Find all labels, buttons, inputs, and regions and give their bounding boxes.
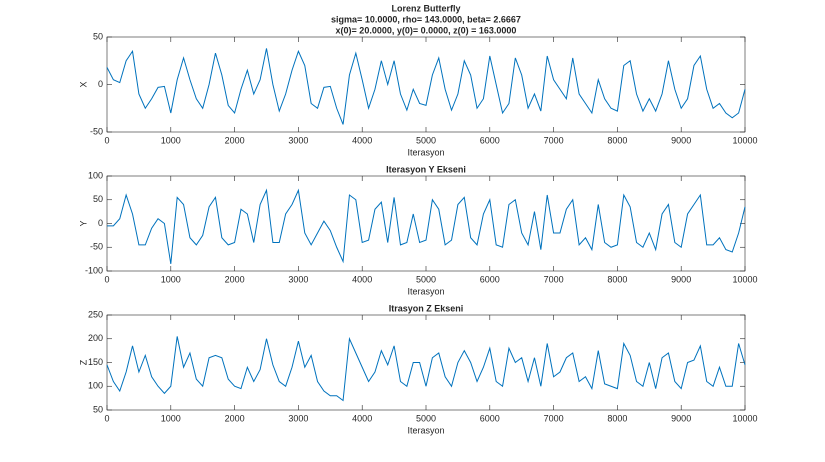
x-axis-label: Iterasyon [407, 425, 444, 435]
y-tick-label: 150 [88, 357, 103, 367]
x-tick-label: 4000 [352, 413, 372, 423]
y-tick-label: 50 [93, 31, 103, 41]
x-tick-label: 2000 [225, 413, 245, 423]
y-tick-label: 200 [88, 333, 103, 343]
plot-area [106, 36, 746, 133]
y-axis-label: Z [78, 359, 88, 365]
x-tick-label: 5000 [416, 135, 436, 145]
y-tick-label: -100 [85, 265, 103, 275]
y-tick-label: -50 [90, 242, 103, 252]
x-tick-label: 6000 [480, 413, 500, 423]
x-tick-label: 6000 [480, 135, 500, 145]
x-tick-label: 1000 [161, 274, 181, 284]
x-tick-label: 9000 [671, 274, 691, 284]
x-tick-label: 4000 [352, 135, 372, 145]
x-tick-label: 3000 [288, 413, 308, 423]
x-tick-label: 0 [104, 135, 109, 145]
x-tick-label: 3000 [288, 274, 308, 284]
plot-area [106, 314, 746, 411]
x-tick-label: 0 [104, 413, 109, 423]
y-tick-label: 50 [93, 404, 103, 414]
y-tick-label: 0 [98, 79, 103, 89]
x-tick-label: 0 [104, 274, 109, 284]
y-tick-label: -50 [90, 126, 103, 136]
x-tick-label: 9000 [671, 135, 691, 145]
chart-subtitle: x(0)= 20.0000, y(0)= 0.0000, z(0) = 163.… [336, 25, 517, 35]
x-axis-label: Iterasyon [407, 286, 444, 296]
y-tick-label: 250 [88, 309, 103, 319]
x-tick-label: 3000 [288, 135, 308, 145]
chart-title: Lorenz Butterfly [391, 3, 460, 13]
series-line [106, 48, 746, 125]
x-tick-label: 8000 [607, 274, 627, 284]
x-tick-label: 5000 [416, 274, 436, 284]
x-tick-label: 7000 [544, 135, 564, 145]
x-tick-label: 7000 [544, 274, 564, 284]
x-tick-label: 8000 [607, 413, 627, 423]
y-tick-label: 100 [88, 381, 103, 391]
chart-subtitle: sigma= 10.0000, rho= 143.0000, beta= 2.6… [331, 14, 521, 24]
series-line [107, 188, 746, 264]
x-tick-label: 1000 [161, 413, 181, 423]
x-tick-label: 2000 [225, 135, 245, 145]
x-tick-label: 9000 [671, 413, 691, 423]
chart-title: Iterasyon Y Ekseni [386, 164, 466, 174]
x-tick-label: 6000 [480, 274, 500, 284]
plot-area [106, 175, 746, 272]
x-tick-label: 10000 [732, 274, 757, 284]
series-line [106, 336, 746, 402]
chart-title: Itrasyon Z Ekseni [389, 303, 464, 313]
y-tick-label: 100 [88, 170, 103, 180]
y-axis-label: Y [78, 220, 88, 226]
x-tick-label: 2000 [225, 274, 245, 284]
y-tick-label: 0 [98, 218, 103, 228]
x-tick-label: 5000 [416, 413, 436, 423]
x-axis-label: Iterasyon [407, 147, 444, 157]
x-tick-label: 7000 [544, 413, 564, 423]
x-tick-label: 10000 [732, 413, 757, 423]
y-axis-label: X [78, 81, 88, 87]
x-tick-label: 1000 [161, 135, 181, 145]
y-tick-label: 50 [93, 194, 103, 204]
x-tick-label: 4000 [352, 274, 372, 284]
x-tick-label: 10000 [732, 135, 757, 145]
x-tick-label: 8000 [607, 135, 627, 145]
